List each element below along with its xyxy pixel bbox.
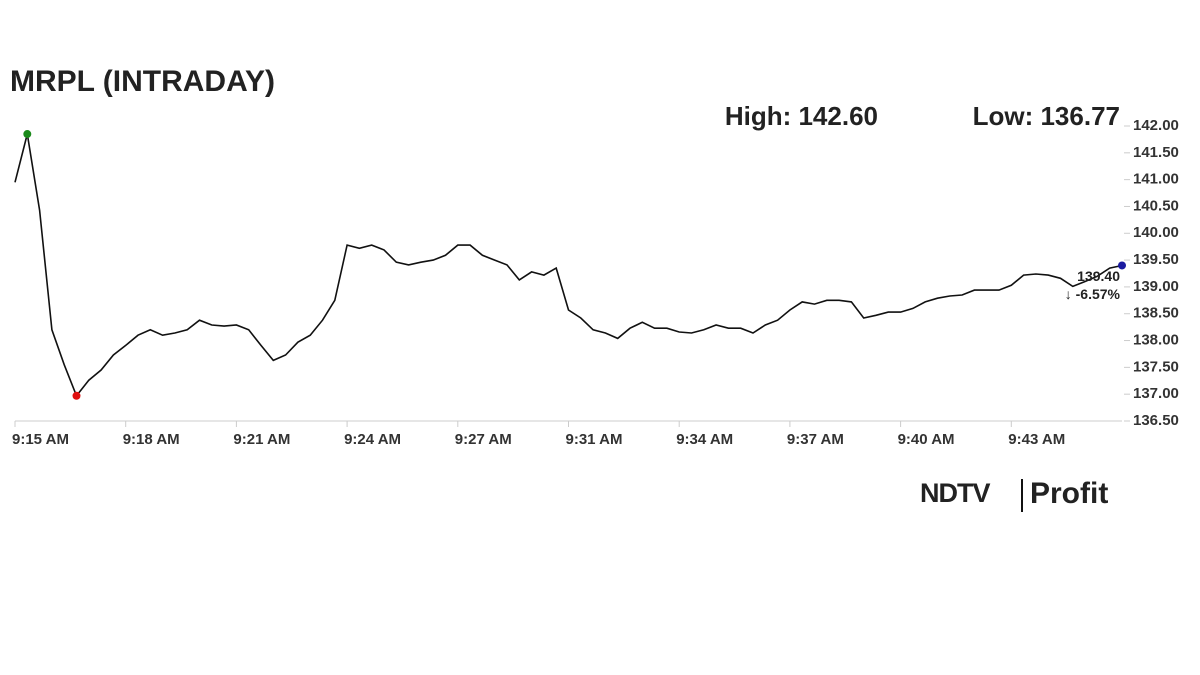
x-tick-label: 9:18 AM	[123, 431, 180, 448]
x-tick-label: 9:43 AM	[1008, 431, 1065, 448]
price-line	[14, 133, 1123, 398]
y-tick-label: 141.50	[1133, 144, 1179, 161]
y-tick-label: 140.50	[1133, 197, 1179, 214]
x-tick-label: 9:37 AM	[787, 431, 844, 448]
brand-product: Profit	[1030, 477, 1108, 510]
last-price-label: 139.40	[1077, 268, 1120, 284]
y-tick-label: 138.50	[1133, 305, 1179, 322]
x-tick-label: 9:24 AM	[344, 431, 401, 448]
y-tick-label: 136.50	[1133, 412, 1179, 429]
y-tick-label: 142.00	[1133, 117, 1179, 134]
high-marker	[23, 130, 32, 139]
y-tick-label: 140.00	[1133, 224, 1179, 241]
x-tick-label: 9:21 AM	[233, 431, 290, 448]
y-tick-label: 137.00	[1133, 385, 1179, 402]
brand: NDTV	[920, 478, 990, 508]
x-tick-label: 9:31 AM	[566, 431, 623, 448]
x-tick-label: 9:15 AM	[12, 431, 69, 448]
last-marker	[1118, 261, 1126, 270]
x-tick-label: 9:27 AM	[455, 431, 512, 448]
change-label: ↓ -6.57%	[1065, 286, 1121, 302]
y-tick-label: 139.50	[1133, 251, 1179, 268]
high-label: High: 142.60	[725, 101, 878, 131]
y-tick-label: 141.00	[1133, 171, 1179, 188]
low-label: Low: 136.77	[973, 101, 1120, 131]
x-tick-label: 9:34 AM	[676, 431, 733, 448]
y-tick-label: 139.00	[1133, 278, 1179, 295]
y-tick-label: 138.00	[1133, 332, 1179, 349]
y-tick-label: 137.50	[1133, 358, 1179, 375]
low-marker	[72, 391, 81, 400]
x-tick-label: 9:40 AM	[898, 431, 955, 448]
chart-title: MRPL (INTRADAY)	[10, 65, 275, 98]
